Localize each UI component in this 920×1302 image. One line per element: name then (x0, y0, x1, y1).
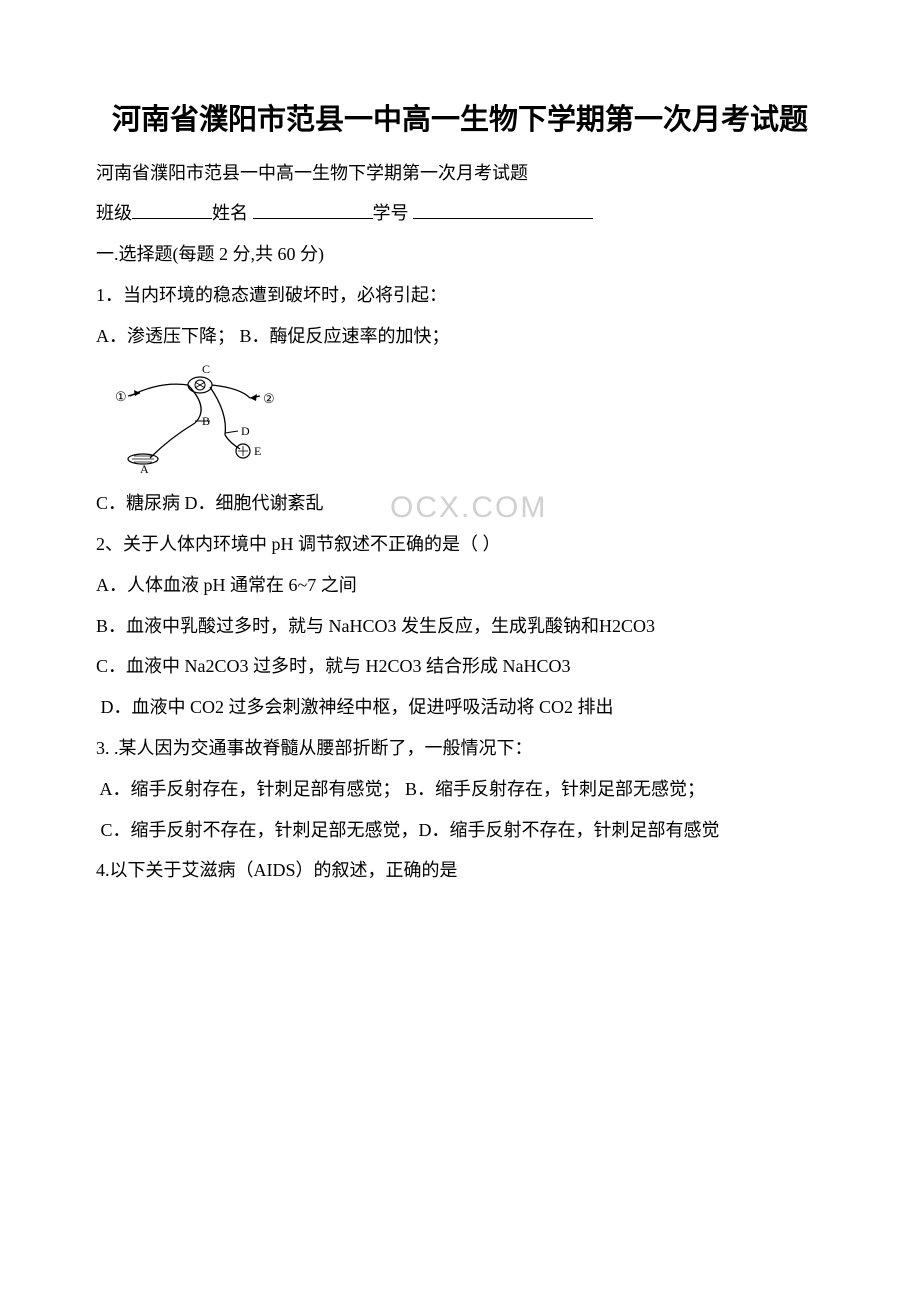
q3-option-cd: C．缩手反射不存在，针刺足部无感觉，D．缩手反射不存在，针刺足部有感觉 (60, 816, 860, 845)
q2-option-d: D．血液中 CO2 过多会刺激神经中枢，促进呼吸活动将 CO2 排出 (60, 693, 860, 722)
diagram-label-e: E (254, 444, 261, 458)
diagram-label-c: C (202, 363, 210, 376)
diagram-label-1: ① (115, 389, 127, 404)
id-label: 学号 (373, 203, 409, 223)
class-blank (132, 201, 212, 219)
question-4: 4.以下关于艾滋病（AIDS）的叙述，正确的是 (60, 856, 860, 885)
class-label: 班级 (96, 203, 132, 223)
student-info-line: 班级 姓名 学号 (60, 199, 860, 228)
q2-option-a: A．人体血液 pH 通常在 6~7 之间 (60, 571, 860, 600)
question-3: 3. .某人因为交通事故脊髓从腰部折断了，一般情况下： (60, 734, 860, 763)
diagram-label-a: A (140, 462, 149, 473)
diagram-label-d: D (241, 424, 250, 438)
q2-option-b: B．血液中乳酸过多时，就与 NaHCO3 发生反应，生成乳酸钠和H2CO3 (60, 612, 860, 641)
question-2: 2、关于人体内环境中 pH 调节叙述不正确的是（ ） (60, 530, 860, 559)
reflex-arc-diagram: C ① B A ② (110, 363, 860, 482)
page-title: 河南省濮阳市范县一中高一生物下学期第一次月考试题 (60, 100, 860, 141)
question-1: 1．当内环境的稳态遭到破坏时，必将引起： (60, 281, 860, 310)
name-blank (253, 201, 373, 219)
diagram-label-2: ② (263, 391, 275, 406)
name-label: 姓名 (212, 203, 248, 223)
q3-option-ab: A．缩手反射存在，针刺足部有感觉； B．缩手反射存在，针刺足部无感觉； (60, 775, 860, 804)
id-blank (413, 201, 593, 219)
q2-option-c: C．血液中 Na2CO3 过多时，就与 H2CO3 结合形成 NaHCO3 (60, 652, 860, 681)
section-1-title: 一.选择题(每题 2 分,共 60 分) (60, 240, 860, 269)
q1-option-cd: C．糖尿病 D．细胞代谢紊乱 (60, 489, 860, 518)
subtitle: 河南省濮阳市范县一中高一生物下学期第一次月考试题 (60, 159, 860, 188)
q1-option-ab: A．渗透压下降； B．酶促反应速率的加快； (60, 322, 860, 351)
